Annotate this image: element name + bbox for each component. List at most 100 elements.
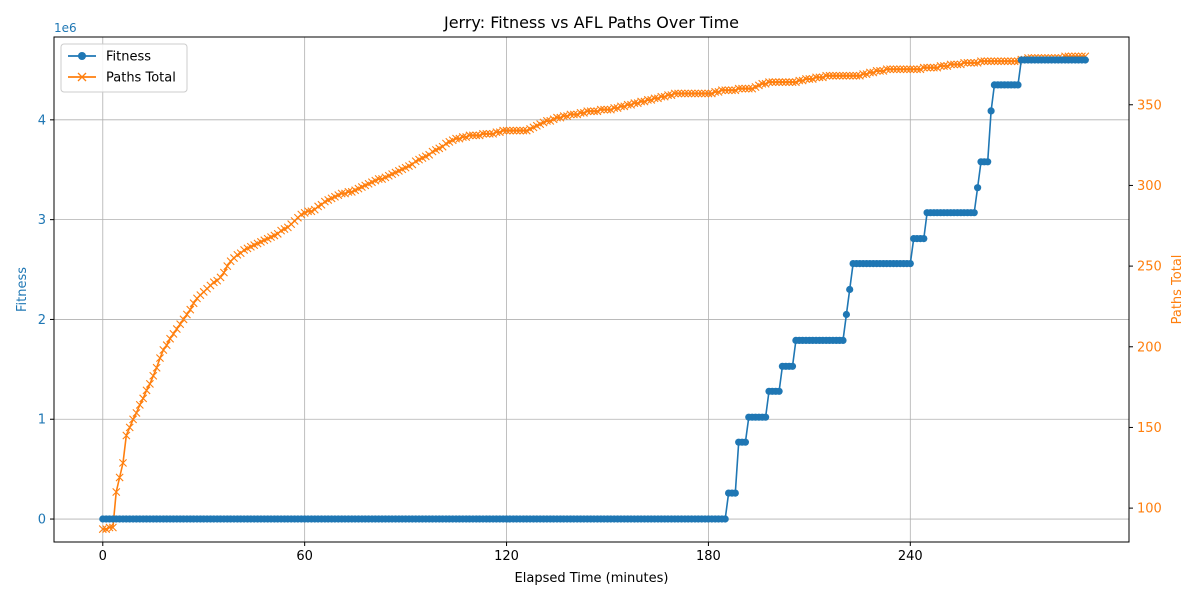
paths-total-point [802, 74, 810, 83]
paths-total-point [465, 131, 474, 140]
fitness-point [846, 285, 854, 294]
paths-total-point [684, 89, 693, 98]
paths-total-point [738, 84, 747, 93]
paths-total-point [182, 310, 191, 319]
paths-total-point [980, 57, 989, 66]
paths-total-point [492, 128, 501, 137]
paths-total-point [849, 71, 858, 80]
legend-item-paths-total: Paths Total [68, 71, 176, 86]
paths-total-point [505, 126, 514, 135]
paths-total-point [687, 89, 696, 98]
x-tick-label: 120 [494, 549, 519, 564]
paths-total-point [919, 63, 928, 72]
paths-total-point [764, 78, 773, 87]
paths-total-point [559, 112, 568, 121]
paths-total-point [852, 71, 861, 80]
legend-label-paths-total: Paths Total [106, 71, 176, 86]
paths-total-point [623, 100, 632, 109]
paths-total-point [637, 97, 646, 106]
fitness-point [839, 336, 847, 344]
paths-total-point [1000, 57, 1009, 66]
paths-total-point [950, 60, 959, 69]
paths-total-point [704, 89, 713, 98]
paths-total-point [219, 268, 228, 277]
y-axis-label: Fitness [15, 267, 30, 312]
paths-total-point [997, 57, 1006, 66]
paths-total-point [169, 329, 178, 338]
x-axis-label: Elapsed Time (minutes) [515, 571, 669, 586]
y-tick-label: 2 [38, 313, 46, 328]
paths-total-point [452, 134, 461, 143]
paths-total-point [512, 126, 521, 135]
paths-total-point [970, 58, 979, 67]
paths-total-point [872, 66, 881, 75]
fitness-point [731, 489, 739, 497]
paths-total-point [744, 84, 753, 93]
fitness-point [762, 413, 770, 421]
paths-total-point [472, 131, 481, 140]
paths-total-point [149, 371, 158, 380]
paths-total-point [717, 86, 726, 95]
paths-total-point [906, 65, 915, 74]
fitness-point [741, 438, 750, 446]
legend-marker-paths-total [77, 72, 87, 82]
fitness-point [974, 184, 982, 192]
paths-total-point [734, 84, 743, 93]
paths-total-point [926, 63, 935, 72]
paths-total-point [785, 78, 794, 87]
paths-total-point [499, 126, 508, 135]
paths-total-point [374, 174, 383, 183]
paths-total-point [845, 71, 854, 80]
paths-total-point [216, 273, 225, 282]
paths-total-point [983, 57, 992, 66]
paths-total-point [775, 78, 784, 87]
paths-total-point [902, 65, 911, 74]
fitness-point [906, 260, 914, 268]
paths-total-point [502, 126, 511, 135]
paths-total-point [105, 523, 114, 532]
paths-total-point [993, 57, 1002, 66]
y-tick-label: 4 [38, 113, 46, 128]
y2-tick-label: 100 [1137, 502, 1162, 517]
paths-total-point [159, 346, 168, 354]
paths-total-point [724, 86, 733, 95]
paths-total-point [142, 386, 151, 395]
paths-total-point [896, 65, 905, 74]
paths-total-point [166, 334, 175, 343]
paths-total-point [458, 133, 467, 142]
paths-total-point [176, 320, 185, 329]
paths-total-point [179, 315, 188, 324]
paths-total-point [145, 379, 154, 388]
paths-total-point [516, 126, 524, 135]
paths-total-point [485, 129, 494, 138]
paths-total-point [778, 78, 787, 87]
series-fitness [99, 56, 1089, 523]
paths-total-point [690, 89, 699, 98]
fitness-point [987, 107, 995, 115]
paths-total-point [115, 473, 124, 482]
paths-total-point [812, 73, 821, 82]
paths-total-point [835, 71, 844, 80]
y-tick-label: 0 [38, 513, 46, 528]
y-tick-label: 1 [38, 413, 46, 428]
paths-total-point [758, 79, 767, 88]
y2-axis-label: Paths Total [1170, 255, 1185, 325]
paths-total-point [741, 84, 750, 93]
plot-frame [53, 36, 1130, 543]
x-tick-label: 240 [898, 549, 923, 564]
paths-total-point [963, 58, 972, 67]
legend-item-fitness: Fitness [68, 50, 151, 65]
paths-total-point [946, 60, 955, 69]
paths-total-point [553, 113, 562, 122]
paths-total-point [586, 107, 595, 116]
series-layer [98, 52, 1090, 534]
fitness-point [788, 362, 797, 370]
paths-total-point [976, 57, 985, 66]
paths-total-point [805, 74, 814, 83]
x-tick-label: 60 [296, 549, 313, 564]
paths-total-point [569, 110, 578, 119]
y-axis-offset-label: 1e6 [54, 21, 77, 35]
paths-total-point [987, 57, 996, 66]
